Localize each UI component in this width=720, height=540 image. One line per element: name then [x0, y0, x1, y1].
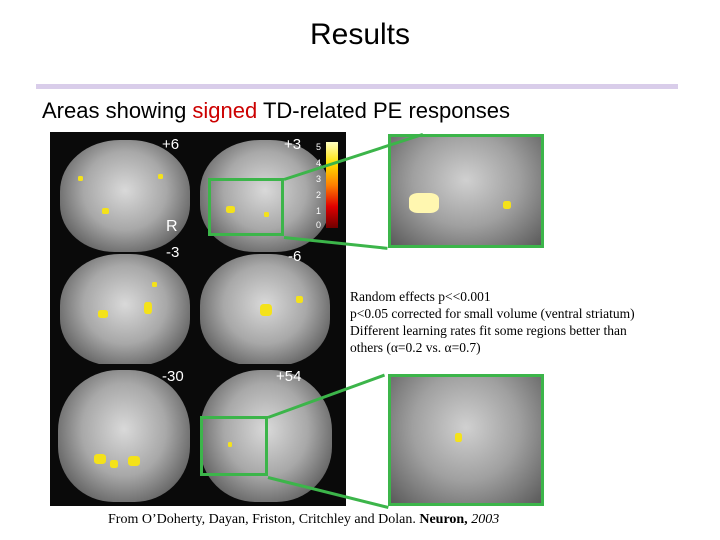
- slice-label-a: +6: [162, 136, 180, 153]
- citation: From O’Doherty, Dayan, Friston, Critchle…: [108, 512, 499, 528]
- citation-year: 2003: [467, 512, 500, 527]
- title-divider: [36, 84, 678, 89]
- roi-box-top: [208, 178, 284, 236]
- slice-label-e: -30: [162, 368, 184, 385]
- activation-blob: [409, 193, 439, 213]
- activation-blob: [158, 174, 163, 179]
- activation-blob: [94, 454, 106, 464]
- slide-subtitle: Areas showing signed TD-related PE respo…: [42, 98, 510, 124]
- activation-blob: [228, 442, 232, 447]
- slice-label-f: +54: [276, 368, 302, 385]
- slice-label-b: +3: [284, 136, 302, 153]
- slide-title: Results: [309, 18, 411, 51]
- zoom-tissue: [391, 377, 541, 503]
- colorbar-tick: 3: [316, 174, 322, 184]
- zoom-panel-bottom: [388, 374, 544, 506]
- activation-blob: [264, 212, 269, 217]
- brain-slice-a: [60, 140, 190, 252]
- subtitle-prefix: Areas showing: [42, 98, 193, 123]
- subtitle-suffix: TD-related PE responses: [257, 98, 510, 123]
- roi-box-bottom: [200, 416, 268, 476]
- activation-blob: [260, 304, 272, 316]
- note-line: Random effects p<<0.001: [350, 289, 491, 304]
- zoom-panel-top: [388, 134, 544, 248]
- activation-blob: [98, 310, 108, 318]
- activation-blob: [296, 296, 302, 302]
- activation-blob: [128, 456, 140, 466]
- activation-blob: [144, 302, 152, 314]
- brain-slice-e: [58, 370, 190, 502]
- activation-blob: [503, 201, 511, 209]
- activation-blob: [110, 460, 118, 468]
- subtitle-highlight: signed: [192, 98, 258, 123]
- brain-slice-c: [60, 254, 190, 366]
- note-line: others (α=0.2 vs. α=0.7): [350, 340, 481, 355]
- colorbar-tick: 1: [316, 206, 322, 216]
- activation-blob: [455, 433, 462, 442]
- activation-blob: [78, 176, 83, 181]
- colorbar-tick: 2: [316, 190, 322, 200]
- colorbar-tick: 4: [316, 158, 322, 168]
- colorbar-tick: 0: [316, 220, 322, 230]
- activation-blob: [102, 208, 109, 214]
- colorbar: [326, 142, 338, 228]
- colorbar-tick: 5: [316, 142, 322, 152]
- note-line: p<0.05 corrected for small volume (ventr…: [350, 306, 635, 321]
- activation-blob: [226, 206, 235, 213]
- activation-blob: [152, 282, 157, 287]
- slice-label-c: -3: [166, 244, 180, 261]
- note-line: Different learning rates fit some region…: [350, 323, 627, 338]
- brain-panel-top: [50, 132, 346, 372]
- slice-label-d: -6: [288, 248, 302, 265]
- citation-journal: Neuron,: [419, 512, 468, 527]
- citation-authors: From O’Doherty, Dayan, Friston, Critchle…: [108, 512, 420, 527]
- orientation-label-r: R: [166, 218, 178, 235]
- zoom-tissue: [391, 137, 541, 245]
- results-notes: Random effects p<<0.001 p<0.05 corrected…: [350, 288, 718, 356]
